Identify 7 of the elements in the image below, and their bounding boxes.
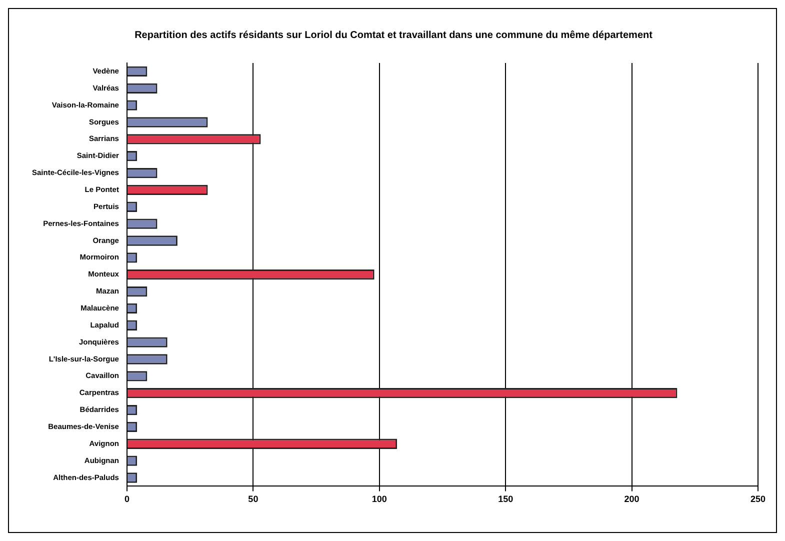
x-tick-label: 250 <box>750 494 766 504</box>
x-tick-label: 200 <box>624 494 640 504</box>
x-tick-label: 0 <box>124 494 130 504</box>
x-tick-label: 150 <box>498 494 514 504</box>
x-tick-label: 50 <box>248 494 258 504</box>
chart-title: Repartition des actifs résidants sur Loriol du Comtat et travaillant dans une commune du même département <box>134 30 654 41</box>
x-tick-label: 100 <box>372 494 387 504</box>
